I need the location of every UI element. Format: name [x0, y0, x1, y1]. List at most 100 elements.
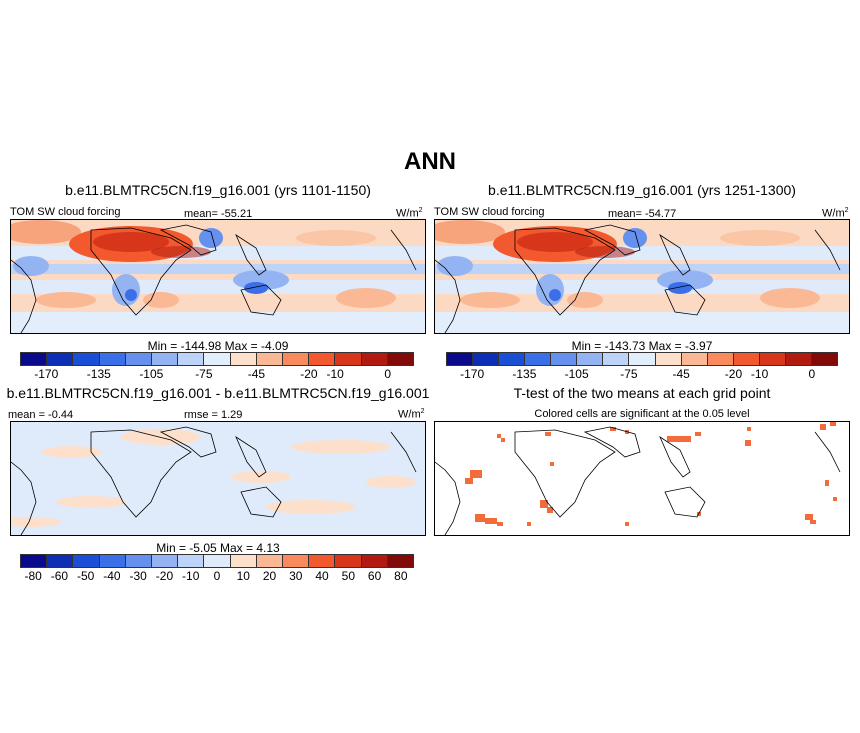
- panel3-colorbar-tick-label: -20: [155, 569, 174, 583]
- panel3-colorbar-tick-label: -40: [103, 569, 121, 583]
- panel1-colorbar-tick-label: -135: [86, 367, 111, 381]
- panel4-subtitle: Colored cells are significant at the 0.0…: [534, 408, 750, 420]
- panel2-colorbar-swatch: [707, 353, 734, 365]
- panel2-colorbar-tick-label: -105: [564, 367, 589, 381]
- panel3-colorbar-tick-label: 0: [213, 569, 221, 583]
- panel2-colorbar-swatch: [655, 353, 682, 365]
- main-title: ANN: [404, 148, 456, 175]
- panel3-colorbar-tick-label: 60: [367, 569, 382, 583]
- panel3-title: b.e11.BLMTRC5CN.f19_g16.001 - b.e11.BLMT…: [6, 385, 430, 401]
- panel3-colorbar-tick-label: -80: [24, 569, 42, 583]
- panel2-colorbar-swatch: [473, 353, 500, 365]
- panel2-colorbar-tick-label: -170: [460, 367, 485, 381]
- panel1-colorbar-swatch: [152, 353, 179, 365]
- panel2-colorbar-tick-label: 0: [808, 367, 816, 381]
- panel1-units: W/m2: [396, 207, 423, 220]
- panel2-colorbar-swatch: [447, 353, 474, 365]
- panel3-colorbar-ticks: -80 -60 -50 -40 -30 -20 -10 0 10 20 30 40 50 60 80: [20, 569, 414, 585]
- panel3-colorbar-tick-label: 40: [315, 569, 329, 583]
- panel2-colorbar: [446, 352, 838, 366]
- panel1-colorbar-swatch: [283, 353, 310, 365]
- panel1-colorbar-swatch: [230, 353, 257, 365]
- panel1-title: b.e11.BLMTRC5CN.f19_g16.001 (yrs 1101-11…: [65, 182, 371, 198]
- panel3-map: [10, 421, 426, 536]
- panel3-colorbar-swatch: [73, 555, 100, 567]
- panel1-colorbar-tick-label: -75: [195, 367, 213, 381]
- panel2-colorbar-swatch: [577, 353, 604, 365]
- panel1-mean: mean= -55.21: [184, 208, 253, 220]
- panel3-mean: mean = -0.44: [8, 409, 74, 421]
- panel2-units: W/m2: [822, 207, 849, 220]
- panel2-colorbar-ticks: -170 -135 -105 -75 -45 -20 -10 0: [446, 367, 838, 383]
- panel3-colorbar-tick-label: -50: [76, 569, 95, 583]
- panel2-minmax: Min = -143.73 Max = -3.97: [571, 339, 713, 353]
- panel3-colorbar-swatch: [125, 555, 153, 567]
- panel3-colorbar-swatch: [204, 555, 231, 567]
- panel4-map: [434, 421, 850, 536]
- panel3-colorbar-swatch: [309, 555, 336, 567]
- panel3-colorbar-tick-label: 80: [394, 569, 408, 583]
- panel3-colorbar-tick-label: -30: [129, 569, 147, 583]
- panel2-colorbar-tick-label: -45: [672, 367, 690, 381]
- panel2-colorbar-swatch: [811, 353, 837, 365]
- panel2-mean: mean= -54.77: [608, 208, 677, 220]
- panel2-colorbar-swatch: [785, 353, 812, 365]
- panel1-colorbar-swatch: [47, 353, 74, 365]
- panel2-colorbar-swatch: [499, 353, 526, 365]
- panel1-colorbar-tick-label: -20: [300, 367, 318, 381]
- panel1-colorbar-tick-label: 0: [384, 367, 392, 381]
- panel2-colorbar-swatch: [629, 353, 656, 365]
- panel1-colorbar-swatch: [99, 353, 126, 365]
- panel1-colorbar-swatch: [309, 353, 336, 365]
- panel3-colorbar-swatch: [47, 555, 74, 567]
- panel1-colorbar-swatch: [204, 353, 231, 365]
- panel2-map: [434, 219, 850, 334]
- panel4-map-svg: [435, 422, 849, 535]
- panel3-colorbar-tick-label: -10: [182, 569, 200, 583]
- panel2-title: b.e11.BLMTRC5CN.f19_g16.001 (yrs 1251-13…: [488, 182, 796, 198]
- panel3-colorbar-tick-label: 50: [341, 569, 356, 583]
- panel1-variable: TOM SW cloud forcing: [10, 206, 121, 218]
- panel1-map: [10, 219, 426, 334]
- panel1-colorbar: [20, 352, 414, 366]
- panel3-map-svg: [11, 422, 425, 535]
- panel3-colorbar-swatch: [256, 555, 284, 567]
- panel3-colorbar: [20, 554, 414, 568]
- panel1-colorbar-tick-label: -170: [34, 367, 59, 381]
- panel2-colorbar-swatch: [525, 353, 552, 365]
- panel2-colorbar-tick-label: -20: [724, 367, 743, 381]
- panel3-colorbar-swatch: [178, 555, 205, 567]
- panel2-colorbar-swatch: [603, 353, 630, 365]
- panel3-colorbar-tick-label: 20: [262, 569, 277, 583]
- panel3-minmax: Min = -5.05 Max = 4.13: [156, 541, 280, 555]
- panel1-colorbar-tick-label: -10: [326, 367, 344, 381]
- panel3-rmse: rmse = 1.29: [184, 409, 243, 421]
- panel4-title: T-test of the two means at each grid poi…: [513, 385, 771, 401]
- panel1-colorbar-tick-label: -105: [139, 367, 164, 381]
- panel3-colorbar-tick-label: 10: [236, 569, 250, 583]
- panel2-colorbar-swatch: [733, 353, 760, 365]
- panel2-colorbar-swatch: [551, 353, 578, 365]
- panel2-variable: TOM SW cloud forcing: [434, 206, 545, 218]
- panel3-colorbar-swatch: [335, 555, 362, 567]
- panel3-colorbar-swatch: [21, 555, 48, 567]
- panel3-colorbar-swatch: [387, 555, 414, 567]
- panel1-minmax: Min = -144.98 Max = -4.09: [147, 339, 289, 353]
- panel2-colorbar-tick-label: -75: [620, 367, 638, 381]
- panel1-colorbar-swatch: [387, 353, 414, 365]
- panel3-colorbar-swatch: [230, 555, 257, 567]
- panel3-colorbar-swatch: [361, 555, 388, 567]
- panel3-colorbar-swatch: [152, 555, 179, 567]
- panel3-colorbar-tick-label: 30: [289, 569, 303, 583]
- panel3-colorbar-swatch: [283, 555, 310, 567]
- panel1-map-svg: [11, 220, 425, 333]
- panel3-colorbar-tick-label: -60: [50, 569, 69, 583]
- panel1-colorbar-swatch: [256, 353, 284, 365]
- panel1-colorbar-tick-label: -45: [247, 367, 266, 381]
- panel2-map-svg: [435, 220, 849, 333]
- panel1-colorbar-swatch: [21, 353, 48, 365]
- panel3-colorbar-swatch: [99, 555, 126, 567]
- panel1-colorbar-ticks: -170 -135 -105 -75 -45 -20 -10 0: [20, 367, 414, 383]
- panel1-colorbar-swatch: [178, 353, 205, 365]
- panel2-colorbar-swatch: [759, 353, 786, 365]
